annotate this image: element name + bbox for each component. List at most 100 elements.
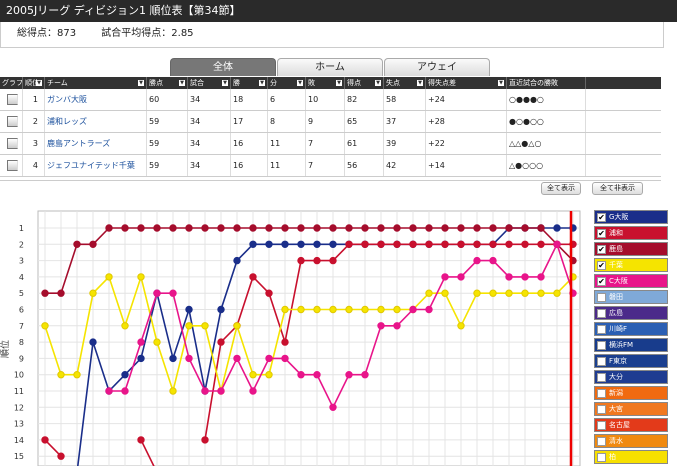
legend-item[interactable]: 川崎F (594, 322, 668, 336)
column-header[interactable]: チーム ▼ (45, 77, 147, 89)
data-point (169, 289, 177, 297)
avg-goals: 試合平均得点：2.85 (101, 28, 194, 39)
column-header[interactable]: 失点 ▼ (384, 77, 426, 89)
cell-gd: +14 (426, 155, 507, 176)
legend-checkbox[interactable]: ✔ (597, 260, 606, 270)
legend-label: 横浜FM (609, 341, 634, 349)
legend-item[interactable]: 新潟 (594, 386, 668, 400)
data-point (89, 289, 97, 297)
data-point (313, 224, 321, 232)
legend-checkbox[interactable] (597, 436, 606, 446)
data-point (249, 273, 257, 281)
cell-gd: +24 (426, 89, 507, 110)
sort-icon[interactable]: ▼ (179, 80, 185, 86)
team-link[interactable]: ジェフユナイテッド千葉 (45, 155, 147, 176)
legend-checkbox[interactable] (597, 420, 606, 430)
tab-away[interactable]: アウェイ (384, 58, 490, 76)
legend-item[interactable]: ✔ G大阪 (594, 210, 668, 224)
column-header[interactable]: 敗 ▼ (306, 77, 345, 89)
legend-checkbox[interactable] (597, 340, 606, 350)
graph-toggle-icon[interactable] (7, 116, 18, 127)
legend-item[interactable]: ✔ 鹿島 (594, 242, 668, 256)
data-point (281, 240, 289, 248)
data-point (313, 305, 321, 314)
legend-checkbox[interactable] (597, 292, 606, 302)
legend-item[interactable]: ✔ C大阪 (594, 274, 668, 288)
sort-icon[interactable]: ▼ (259, 80, 265, 86)
legend-checkbox[interactable] (597, 388, 606, 398)
data-point (281, 224, 289, 232)
data-point (201, 322, 209, 330)
legend-item[interactable]: 清水 (594, 434, 668, 448)
sort-icon[interactable]: ▼ (375, 80, 381, 86)
team-link[interactable]: 鹿島アントラーズ (45, 133, 147, 154)
legend-checkbox[interactable]: ✔ (597, 244, 606, 254)
column-header[interactable]: 得失点差 ▼ (426, 77, 507, 89)
legend-checkbox[interactable]: ✔ (597, 228, 606, 238)
legend-item[interactable]: 横浜FM (594, 338, 668, 352)
sort-icon[interactable]: ▼ (222, 80, 228, 86)
hide-all-button[interactable]: 全て非表示 (592, 182, 643, 195)
data-point (425, 224, 433, 232)
legend-label: 千葉 (609, 261, 623, 269)
y-tick-label: 9 (19, 354, 24, 363)
legend-checkbox[interactable] (597, 404, 606, 414)
sort-icon[interactable]: ▼ (138, 80, 144, 86)
sort-icon[interactable]: ▼ (297, 80, 303, 86)
data-point (489, 224, 497, 232)
column-header[interactable]: 分 ▼ (268, 77, 306, 89)
legend-item[interactable]: 大宮 (594, 402, 668, 416)
column-header[interactable]: 勝点 ▼ (147, 77, 188, 89)
data-point (153, 338, 161, 346)
data-point (249, 240, 257, 248)
tab-overall[interactable]: 全体 (170, 58, 276, 76)
legend-checkbox[interactable] (597, 308, 606, 318)
plot-area (37, 210, 581, 466)
legend-item[interactable]: 名古屋 (594, 418, 668, 432)
legend-checkbox[interactable] (597, 356, 606, 366)
legend-checkbox[interactable]: ✔ (597, 276, 606, 286)
data-point (537, 289, 545, 297)
cell-gf: 56 (345, 155, 384, 176)
legend-item[interactable]: 広島 (594, 306, 668, 320)
show-all-button[interactable]: 全て表示 (541, 182, 581, 195)
legend-item[interactable]: ✔ 千葉 (594, 258, 668, 272)
data-point (489, 240, 497, 248)
sort-icon[interactable]: ▼ (417, 80, 423, 86)
legend-item[interactable]: F東京 (594, 354, 668, 368)
legend-label: C大阪 (609, 277, 628, 285)
legend-item[interactable]: 磐田 (594, 290, 668, 304)
legend-label: 大分 (609, 373, 623, 381)
tab-home[interactable]: ホーム (277, 58, 383, 76)
data-point (121, 322, 129, 330)
legend-checkbox[interactable] (597, 452, 606, 462)
sort-icon[interactable]: ▼ (36, 80, 42, 86)
column-header[interactable]: 試合 ▼ (188, 77, 231, 89)
legend-checkbox[interactable]: ✔ (597, 212, 606, 222)
data-point (137, 224, 145, 232)
sort-icon[interactable]: ▼ (336, 80, 342, 86)
legend-checkbox[interactable] (597, 372, 606, 382)
column-header[interactable]: 順位 ▼ (23, 77, 45, 89)
legend-checkbox[interactable] (597, 324, 606, 334)
team-link[interactable]: ガンバ大阪 (45, 89, 147, 110)
legend-item[interactable]: ✔ 浦和 (594, 226, 668, 240)
graph-toggle-icon[interactable] (7, 94, 18, 105)
team-link[interactable]: 浦和レッズ (45, 111, 147, 132)
legend-item[interactable]: 大分 (594, 370, 668, 384)
data-point (329, 305, 337, 314)
data-point (57, 289, 65, 297)
column-header[interactable]: 勝 ▼ (231, 77, 268, 89)
data-point (249, 387, 257, 395)
y-tick-label: 11 (14, 387, 24, 396)
data-point (457, 322, 465, 330)
sort-icon[interactable]: ▼ (498, 80, 504, 86)
graph-toggle-icon[interactable] (7, 138, 18, 149)
cell-gp: 34 (188, 133, 231, 154)
cell-w: 16 (231, 155, 268, 176)
column-header[interactable]: 得点 ▼ (345, 77, 384, 89)
legend-item[interactable]: 柏 (594, 450, 668, 464)
y-axis-label: 順位 (0, 340, 11, 358)
y-tick-label: 7 (19, 322, 24, 331)
graph-toggle-icon[interactable] (7, 160, 18, 171)
